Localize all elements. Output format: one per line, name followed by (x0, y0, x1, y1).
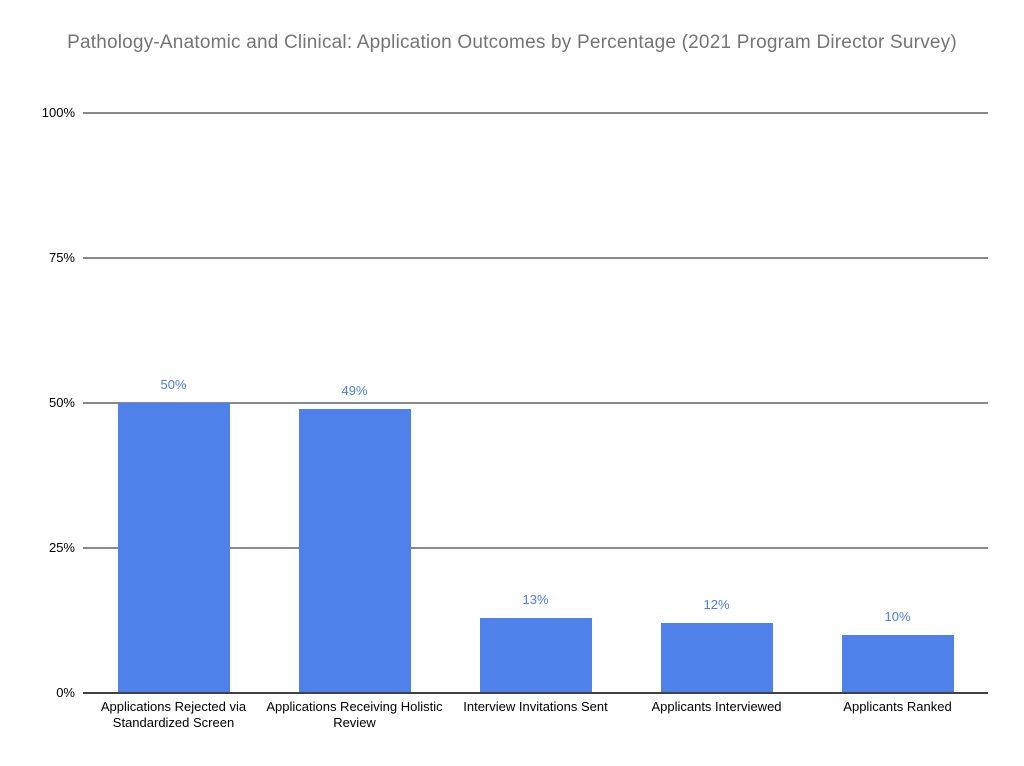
category-label: Applications Rejected via Standardized S… (100, 699, 247, 730)
gridline (83, 112, 988, 114)
chart-title: Pathology-Anatomic and Clinical: Applica… (67, 32, 957, 53)
bar (841, 635, 954, 693)
category-label: Applicants Interviewed (651, 699, 782, 714)
category-label: Interview Invitations Sent (463, 699, 608, 714)
bar-value-label: 50% (160, 377, 187, 392)
y-axis-tick-label: 100% (41, 105, 75, 120)
y-axis-tick-label: 75% (48, 250, 75, 265)
bar (117, 403, 230, 693)
x-axis-baseline (83, 692, 988, 694)
category-label: Applicants Ranked (843, 699, 952, 714)
gridline (83, 257, 988, 259)
bar-value-label: 10% (884, 609, 911, 624)
gridline (83, 402, 988, 404)
bar-value-label: 13% (522, 591, 549, 607)
y-axis-tick-label: 25% (48, 540, 75, 555)
category-label: Applications Receiving Holistic Review (266, 699, 443, 730)
bar (660, 623, 773, 693)
bar (479, 617, 592, 693)
gridline (83, 547, 988, 549)
bar-value-label: 12% (703, 597, 730, 613)
bar-value-label: 49% (341, 382, 368, 398)
bar (298, 408, 411, 693)
y-axis-tick-label: 0% (56, 685, 75, 700)
y-axis-tick-label: 50% (48, 395, 75, 410)
